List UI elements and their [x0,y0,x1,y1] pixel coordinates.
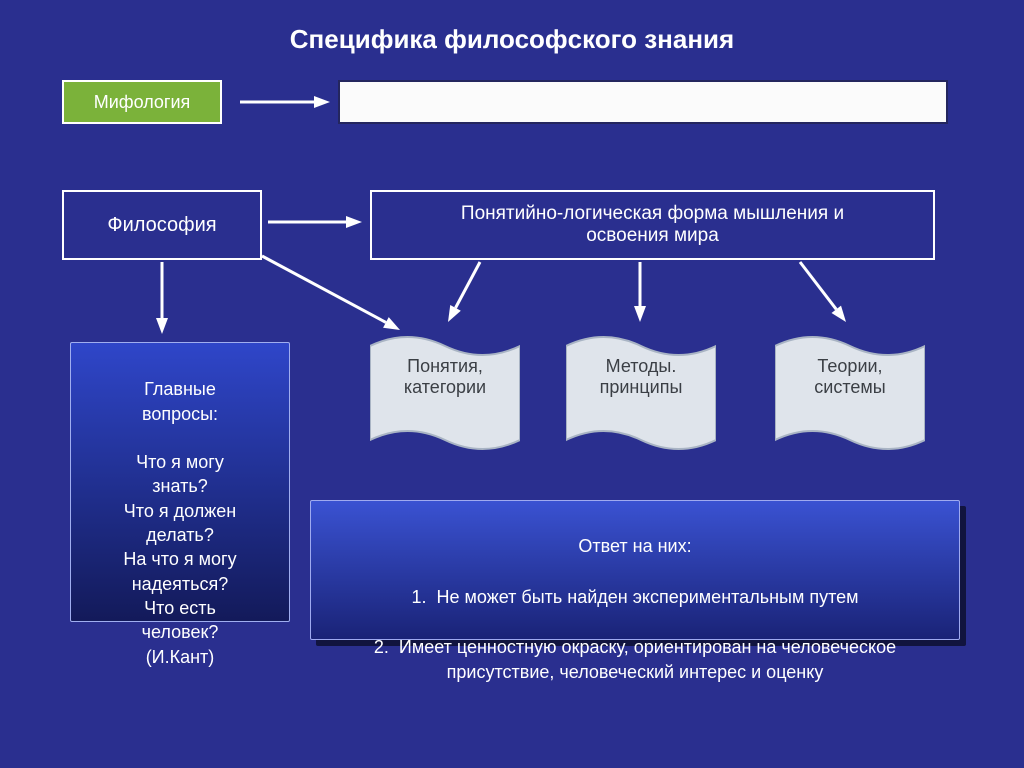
answers-heading: Ответ на них: [578,536,691,556]
panel-answers: Ответ на них: 1. Не может быть найден эк… [310,500,960,640]
scroll-methods: Методы. принципы [566,328,716,458]
box-philosophy: Философия [62,190,262,260]
diagram-stage: Специфика философского знания Мифология … [0,0,1024,768]
scroll-concepts: Понятия, категории [370,328,520,458]
answers-item-1: 1. Не может быть найден экспериментальны… [411,587,858,607]
box-logic-form-label: Понятийно-логическая форма мышления и ос… [461,203,844,247]
panel-main-questions: Главные вопросы: Что я могу знать? Что я… [70,342,290,622]
scroll-theories: Теории, системы [775,328,925,458]
box-mythology-definition [338,80,948,124]
answers-item-2: 2. Имеет ценностную окраску, ориентирова… [374,637,896,682]
box-mythology-label: Мифология [94,92,191,113]
scroll-methods-label: Методы. принципы [600,356,683,397]
box-stub [218,108,232,130]
box-mythology: Мифология [62,80,222,124]
questions-heading: Главные вопросы: [142,379,218,423]
scroll-concepts-label: Понятия, категории [404,356,486,397]
scroll-theories-label: Теории, системы [814,356,885,397]
title-text: Специфика философского знания [290,24,734,55]
questions-lines: Что я могу знать? Что я должен делать? Н… [123,452,236,666]
box-philosophy-label: Философия [107,214,216,237]
page-title: Специфика философского знания [0,24,1024,55]
box-logic-form: Понятийно-логическая форма мышления и ос… [370,190,935,260]
